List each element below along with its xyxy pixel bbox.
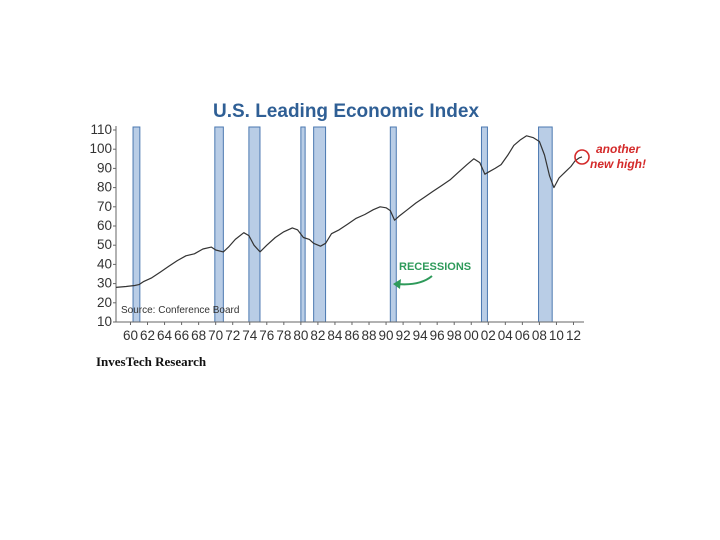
credit-text: InvesTech Research [96, 354, 207, 369]
x-tick-label-96: 96 [430, 328, 445, 343]
chart-title: U.S. Leading Economic Index [213, 101, 479, 122]
y-tick-label-80: 80 [97, 180, 112, 195]
y-tick-label-70: 70 [97, 199, 112, 214]
x-tick-label-68: 68 [191, 328, 206, 343]
recessions-arrowhead [393, 279, 401, 289]
x-tick-label-10: 10 [549, 328, 564, 343]
recessions-arrow [396, 275, 433, 286]
x-tick-label-76: 76 [259, 328, 274, 343]
x-tick-label-80: 80 [293, 328, 308, 343]
x-tick-label-88: 88 [362, 328, 377, 343]
x-tick-label-70: 70 [208, 328, 223, 343]
x-tick-label-84: 84 [327, 328, 343, 343]
recession-bar-3 [300, 126, 306, 323]
x-tick-label-02: 02 [481, 328, 496, 343]
x-tick-label-92: 92 [396, 328, 411, 343]
recession-bar-0 [132, 126, 141, 323]
x-tick-label-62: 62 [140, 328, 155, 343]
x-tick-label-90: 90 [379, 328, 394, 343]
recession-bars [132, 126, 553, 323]
y-tick-label-110: 110 [90, 122, 112, 137]
x-tick-label-12: 12 [566, 328, 581, 343]
recession-bar-6 [480, 126, 488, 323]
source-note: Source: Conference Board [121, 305, 239, 316]
x-tick-label-86: 86 [344, 328, 359, 343]
x-tick-label-78: 78 [276, 328, 291, 343]
x-tick-label-94: 94 [413, 328, 429, 343]
y-tick-label-30: 30 [97, 276, 112, 291]
series-line-0 [115, 135, 583, 288]
recession-bar-1 [214, 126, 224, 323]
x-tick-label-60: 60 [123, 328, 138, 343]
y-tick-label-100: 100 [89, 141, 112, 156]
y-tick-label-40: 40 [97, 256, 112, 271]
y-tick-label-50: 50 [97, 237, 112, 252]
x-tick-label-74: 74 [242, 328, 258, 343]
series-lines [115, 135, 583, 288]
x-tick-label-72: 72 [225, 328, 240, 343]
y-tick-label-20: 20 [97, 295, 112, 310]
recession-bar-4 [313, 126, 327, 323]
x-tick-label-00: 00 [464, 328, 479, 343]
x-tick-label-66: 66 [174, 328, 189, 343]
x-tick-label-64: 64 [157, 328, 173, 343]
x-tick-label-08: 08 [532, 328, 547, 343]
callout-line-1: another [596, 142, 641, 156]
y-tick-label-10: 10 [97, 314, 112, 329]
recessions-label: RECESSIONS [399, 261, 471, 273]
callout-line-2: new high! [590, 157, 646, 171]
y-tick-label-90: 90 [97, 160, 112, 175]
new-high-circle [574, 149, 590, 165]
x-tick-label-82: 82 [310, 328, 325, 343]
y-tick-label-60: 60 [97, 218, 112, 233]
recession-bar-5 [389, 126, 397, 323]
x-tick-label-04: 04 [498, 328, 514, 343]
recession-bar-2 [248, 126, 261, 323]
x-tick-label-06: 06 [515, 328, 530, 343]
x-tick-label-98: 98 [447, 328, 462, 343]
